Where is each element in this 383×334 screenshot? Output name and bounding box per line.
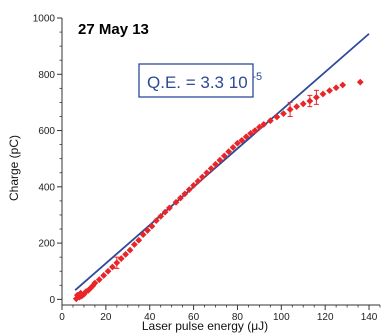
data-point xyxy=(203,169,211,177)
data-point xyxy=(135,236,143,244)
y-tick-label: 800 xyxy=(38,70,55,81)
data-point xyxy=(166,204,173,212)
data-point xyxy=(247,129,255,137)
data-point xyxy=(299,100,307,108)
data-point xyxy=(198,173,206,181)
y-tick-label: 1000 xyxy=(33,14,56,25)
y-tick-label: 0 xyxy=(49,295,55,306)
data-point xyxy=(242,133,250,141)
data-point xyxy=(161,208,169,216)
x-tick-label: 120 xyxy=(317,312,334,323)
data-point xyxy=(177,194,184,202)
x-tick-label: 0 xyxy=(59,312,65,323)
x-tick-label: 20 xyxy=(100,312,112,323)
data-point xyxy=(130,241,138,248)
data-point xyxy=(194,177,202,185)
data-point xyxy=(207,165,215,172)
data-point xyxy=(181,190,189,198)
data-point xyxy=(286,106,294,113)
data-point xyxy=(356,78,364,86)
data-point xyxy=(326,87,333,94)
data-point xyxy=(220,152,228,160)
data-point xyxy=(234,139,241,147)
plot-area: 0 200 400 600 800 1000 0 20 40 60 80 100 120 140 xyxy=(33,14,381,323)
x-axis-title: Laser pulse energy (μJ) xyxy=(142,319,268,333)
y-tick-label: 200 xyxy=(38,239,55,250)
y-tick-label: 600 xyxy=(38,126,55,137)
y-tick-label: 400 xyxy=(38,182,55,193)
data-point xyxy=(319,90,327,98)
data-point xyxy=(293,103,301,111)
data-point xyxy=(266,117,274,125)
data-point xyxy=(212,160,219,168)
data-point xyxy=(126,246,134,254)
data-point xyxy=(185,186,193,194)
data-point xyxy=(100,272,108,279)
x-tick-label: 80 xyxy=(232,312,244,323)
data-point xyxy=(339,81,347,89)
data-point xyxy=(238,137,246,144)
x-tick-label: 60 xyxy=(188,312,200,323)
data-point xyxy=(313,93,320,101)
data-point xyxy=(104,267,112,275)
data-point xyxy=(157,212,165,220)
fit-line xyxy=(74,33,370,291)
data-point xyxy=(152,217,160,224)
data-point xyxy=(113,259,121,267)
data-point xyxy=(148,222,156,230)
data-point xyxy=(273,113,281,121)
data-point xyxy=(260,120,268,128)
data-point xyxy=(229,144,237,151)
data-point xyxy=(280,110,287,118)
data-point xyxy=(91,279,99,287)
qe-annotation: Q.E. = 3.3 10 -5 xyxy=(147,71,262,92)
data-point xyxy=(306,97,314,105)
qe-annotation-prefix: Q.E. = 3.3 10 xyxy=(147,73,248,92)
data-point xyxy=(216,156,224,164)
date-label: 27 May 13 xyxy=(78,21,149,38)
qe-annotation-box xyxy=(138,63,254,98)
data-point xyxy=(172,198,180,206)
data-point xyxy=(255,123,263,131)
data-point xyxy=(122,250,129,258)
x-tick-label: 40 xyxy=(144,312,156,323)
data-point xyxy=(109,263,116,271)
data-point xyxy=(139,231,147,239)
data-point xyxy=(144,227,151,234)
x-tick-label: 100 xyxy=(273,312,290,323)
data-point xyxy=(251,127,259,134)
data-point xyxy=(332,84,340,92)
x-tick-label: 140 xyxy=(361,312,378,323)
qe-annotation-exponent: -5 xyxy=(252,71,262,83)
y-axis-title: Charge (pC) xyxy=(7,135,21,201)
data-point xyxy=(117,255,125,262)
data-point xyxy=(190,182,197,189)
data-point xyxy=(225,148,233,156)
